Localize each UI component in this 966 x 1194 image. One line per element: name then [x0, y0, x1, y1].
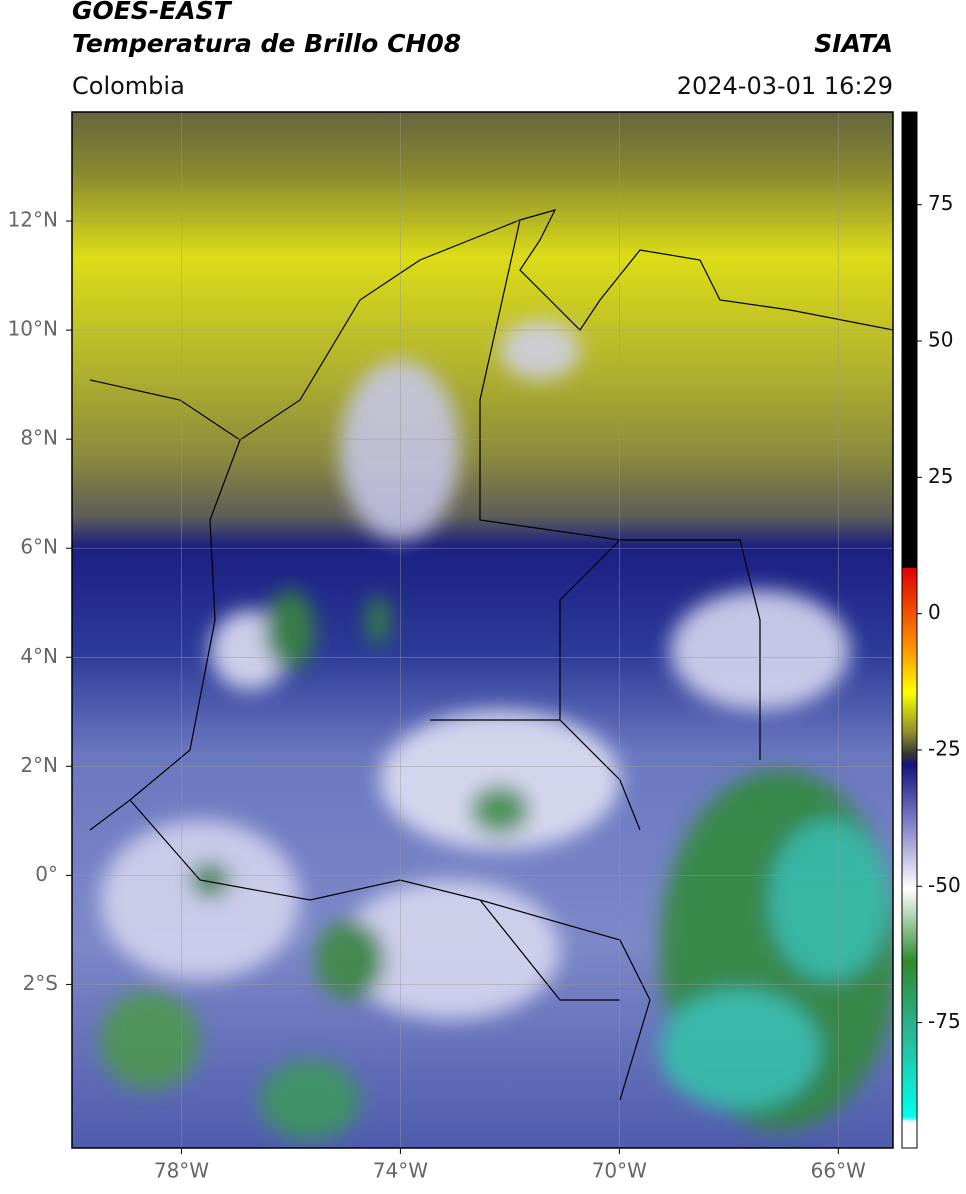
- source: SIATA: [814, 29, 893, 58]
- colorbar-tick-label: 25: [928, 464, 953, 488]
- colorbar-tick-label: 0: [928, 600, 941, 624]
- satellite-image: [72, 112, 893, 1148]
- datetime: 2024-03-01 16:29: [677, 72, 893, 100]
- y-tick-label: 10°N: [8, 317, 58, 341]
- title: GOES-EAST: [72, 0, 233, 25]
- colorbar-tick-label: -25: [928, 736, 961, 760]
- colorbar: [901, 111, 918, 1149]
- colorbar-tick-label: -50: [928, 873, 961, 897]
- colorbar-tick-label: 50: [928, 328, 953, 352]
- x-tick-label: 66°W: [811, 1159, 866, 1183]
- y-tick-label: 2°N: [20, 753, 58, 777]
- region: Colombia: [72, 72, 185, 100]
- map-frame: [71, 111, 894, 1149]
- colorbar-tick-label: -75: [928, 1009, 961, 1033]
- y-tick-label: 8°N: [20, 426, 58, 450]
- y-tick-label: 6°N: [20, 535, 58, 559]
- y-tick-label: 4°N: [20, 644, 58, 668]
- y-tick-label: 12°N: [8, 208, 58, 232]
- y-tick-label: 2°S: [23, 971, 58, 995]
- x-tick-label: 78°W: [154, 1159, 209, 1183]
- colorbar-tick-label: 75: [928, 191, 953, 215]
- x-tick-label: 70°W: [592, 1159, 647, 1183]
- y-tick-label: 0°: [35, 862, 58, 886]
- subtitle: Temperatura de Brillo CH08: [72, 29, 461, 58]
- x-tick-label: 74°W: [373, 1159, 428, 1183]
